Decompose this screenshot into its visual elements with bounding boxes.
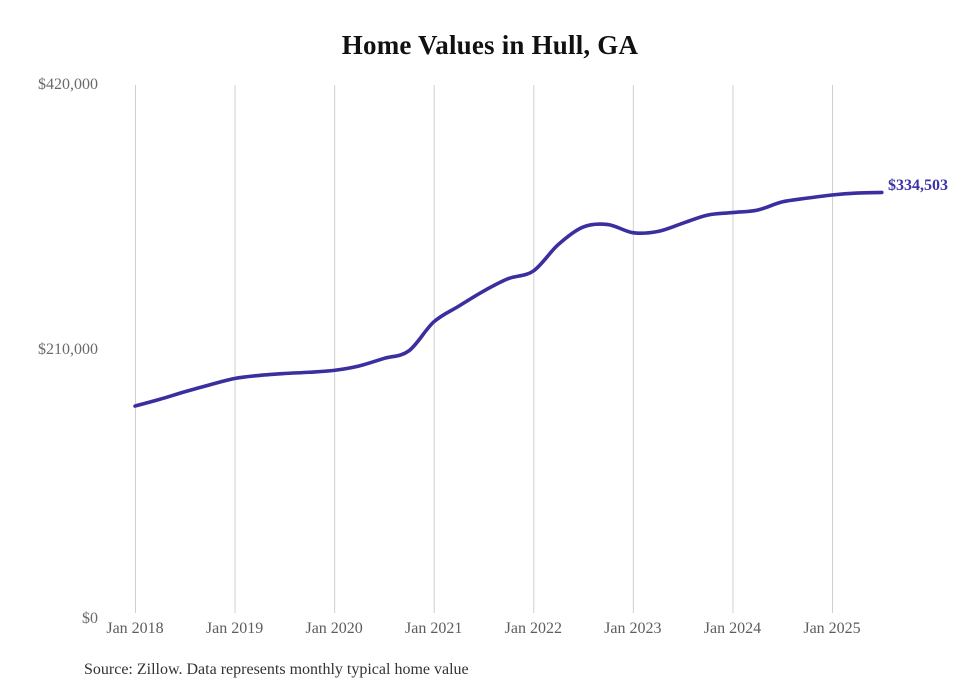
x-axis-tick-2018: Jan 2018: [106, 620, 164, 637]
y-axis-tick-mid: $210,000: [38, 341, 98, 358]
gridlines: [135, 85, 833, 613]
x-axis-tick-2020: Jan 2020: [305, 620, 363, 637]
x-axis-tick-2019: Jan 2019: [205, 620, 264, 637]
x-axis-tick-2021: Jan 2021: [405, 620, 463, 637]
source-note: Source: Zillow. Data represents monthly …: [84, 661, 469, 678]
chart-title: Home Values in Hull, GA: [341, 30, 639, 60]
y-axis-tick-top: $420,000: [38, 76, 98, 93]
x-axis-tick-2025: Jan 2025: [803, 620, 861, 637]
x-axis-tick-2024: Jan 2024: [703, 620, 762, 637]
end-value-annotation: $334,503: [888, 177, 948, 194]
y-axis-tick-zero: $0: [82, 610, 98, 627]
x-axis-tick-2023: Jan 2023: [604, 620, 662, 637]
series-line-typical-home-value: [133, 190, 884, 408]
x-axis-tick-2022: Jan 2022: [504, 620, 562, 637]
